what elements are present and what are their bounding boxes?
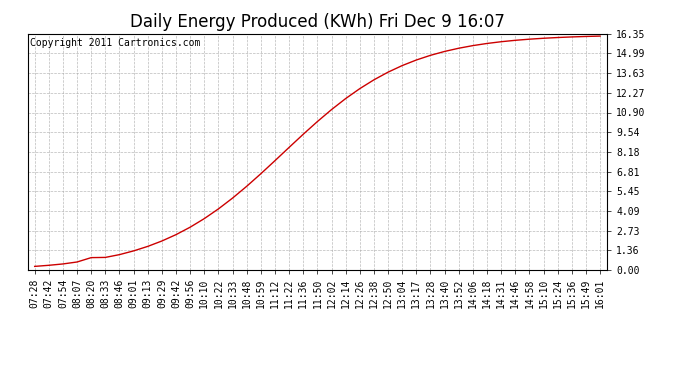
Title: Daily Energy Produced (KWh) Fri Dec 9 16:07: Daily Energy Produced (KWh) Fri Dec 9 16…: [130, 13, 505, 31]
Text: Copyright 2011 Cartronics.com: Copyright 2011 Cartronics.com: [30, 39, 201, 48]
